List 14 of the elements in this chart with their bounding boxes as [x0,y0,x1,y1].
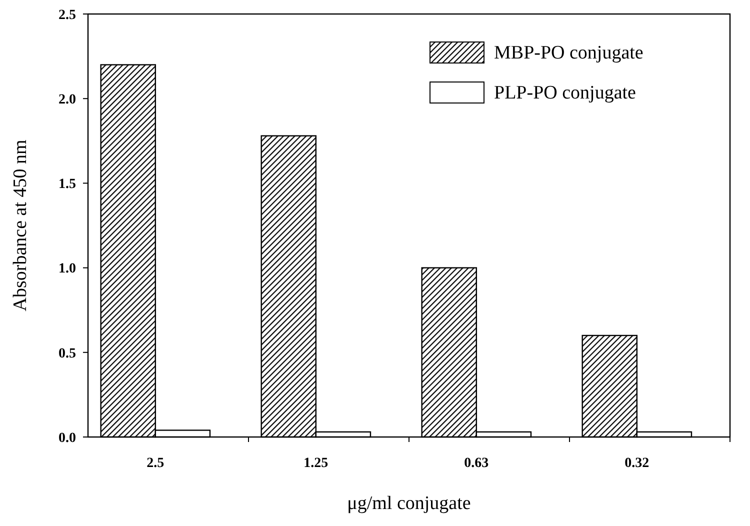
y-tick-label: 2.0 [58,92,76,108]
y-tick-label: 0.5 [58,346,76,362]
legend-label: MBP-PO conjugate [494,42,644,64]
legend-label: PLP-PO conjugate [494,82,636,104]
y-axis-title: Absorbance at 450 nm [10,140,31,312]
y-tick-label: 2.5 [58,8,76,23]
x-tick-label: 1.25 [304,456,328,471]
x-tick-label: 0.32 [624,456,650,471]
y-tick-label: 1.0 [58,262,76,277]
y-tick-label: 1.5 [58,177,76,192]
x-tick-label: 0.63 [464,456,489,471]
x-tick-label: 2.5 [146,456,164,471]
y-tick-label: 0.0 [58,430,76,446]
x-axis-title: μg/ml conjugate [347,493,471,514]
